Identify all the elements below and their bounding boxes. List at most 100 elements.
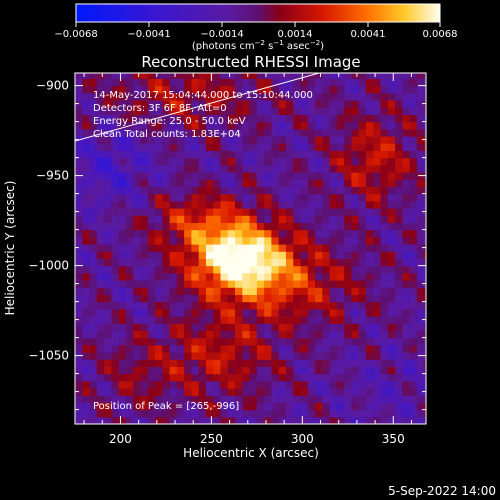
heatmap-cell [315, 388, 323, 396]
heatmap-cell [118, 73, 127, 79]
heatmap-cell [256, 258, 265, 267]
heatmap-cell [111, 308, 120, 317]
heatmap-cell [176, 215, 185, 223]
heatmap-cell [155, 388, 163, 396]
heatmap-cell [184, 193, 192, 202]
heatmap-cell [235, 200, 243, 209]
heatmap-cell [162, 172, 171, 180]
heatmap-cell [351, 352, 360, 360]
heatmap-cell [111, 251, 120, 259]
heatmap-cell [162, 164, 171, 173]
heatmap-cell [155, 114, 163, 123]
heatmap-cell [125, 258, 134, 267]
heatmap-cell [307, 409, 316, 418]
heatmap-cell [285, 352, 294, 360]
heatmap-cell [147, 179, 156, 187]
heatmap-cell [89, 107, 98, 115]
heatmap-cell [256, 251, 265, 259]
heatmap-cell [416, 373, 425, 382]
heatmap-cell [307, 150, 316, 159]
heatmap-cell [133, 128, 142, 137]
heatmap-cell [104, 380, 112, 389]
heatmap-cell [169, 107, 178, 115]
heatmap-cell [300, 128, 309, 137]
heatmap-cell [336, 272, 345, 281]
heatmap-cell [336, 344, 345, 353]
heatmap-cell [82, 388, 91, 396]
heatmap-cell [329, 200, 338, 209]
heatmap-cell [278, 193, 287, 202]
heatmap-cell [140, 143, 149, 151]
heatmap-cell [271, 373, 280, 382]
heatmap-cell [285, 287, 294, 295]
heatmap-cell [104, 164, 112, 173]
heatmap-cell [271, 121, 280, 130]
heatmap-cell [104, 373, 112, 382]
heatmap-cell [75, 330, 83, 339]
heatmap-cell [380, 121, 389, 130]
heatmap-cell [111, 200, 120, 209]
heatmap-cell [133, 366, 142, 375]
heatmap-cell [162, 150, 171, 159]
heatmap-cell [155, 172, 163, 180]
heatmap-cell [198, 200, 207, 209]
heatmap-cell [380, 208, 389, 216]
heatmap-cell [293, 416, 302, 424]
heatmap-cell [336, 186, 345, 195]
heatmap-cell [118, 287, 127, 295]
heatmap-cell [416, 323, 425, 331]
heatmap-cell [358, 395, 367, 403]
heatmap-cell [351, 92, 360, 101]
heatmap-cell [205, 215, 214, 223]
heatmap-cell [140, 215, 149, 223]
heatmap-cell [358, 164, 367, 173]
heatmap-cell [133, 316, 142, 324]
heatmap-cell [409, 208, 418, 216]
heatmap-cell [162, 85, 171, 94]
colorbar-tick-label: −0.0068 [54, 29, 97, 40]
heatmap-cell [278, 380, 287, 389]
heatmap-cell [373, 337, 382, 346]
heatmap-cell [89, 100, 98, 108]
heatmap-cell [365, 244, 374, 252]
heatmap-cell [322, 107, 331, 115]
heatmap-cell [409, 337, 418, 346]
heatmap-cell [424, 164, 426, 173]
heatmap-cell [409, 344, 418, 353]
heatmap-cell [416, 136, 425, 144]
heatmap-cell [315, 380, 323, 389]
heatmap-cell [89, 114, 98, 123]
heatmap-cell [271, 352, 280, 360]
heatmap-cell [416, 186, 425, 195]
heatmap-cell [104, 352, 112, 360]
heatmap-cell [191, 200, 200, 209]
heatmap-cell [162, 265, 171, 274]
heatmap-cell [300, 344, 309, 353]
heatmap-cell [227, 251, 236, 259]
heatmap-cell [235, 359, 243, 367]
heatmap-cell [176, 287, 185, 295]
heatmap-cell [307, 143, 316, 151]
heatmap-cell [402, 100, 411, 108]
heatmap-cell [111, 128, 120, 137]
heatmap-cell [424, 128, 426, 137]
heatmap-cell [242, 92, 251, 101]
heatmap-cell [285, 128, 294, 137]
heatmap-cell [213, 73, 222, 79]
heatmap-cell [285, 402, 294, 411]
heatmap-cell [104, 157, 112, 166]
heatmap-cell [293, 272, 302, 281]
heatmap-cell [264, 208, 273, 216]
heatmap-cell [409, 287, 418, 295]
heatmap-cell [351, 265, 360, 274]
heatmap-cell [140, 193, 149, 202]
heatmap-cell [235, 208, 243, 216]
heatmap-cell [271, 92, 280, 101]
heatmap-cell [213, 323, 222, 331]
heatmap-cell [278, 344, 287, 353]
heatmap-cell [336, 121, 345, 130]
heatmap-cell [96, 265, 105, 274]
heatmap-cell [133, 222, 142, 231]
heatmap-cell [140, 366, 149, 375]
heatmap-cell [315, 143, 323, 151]
